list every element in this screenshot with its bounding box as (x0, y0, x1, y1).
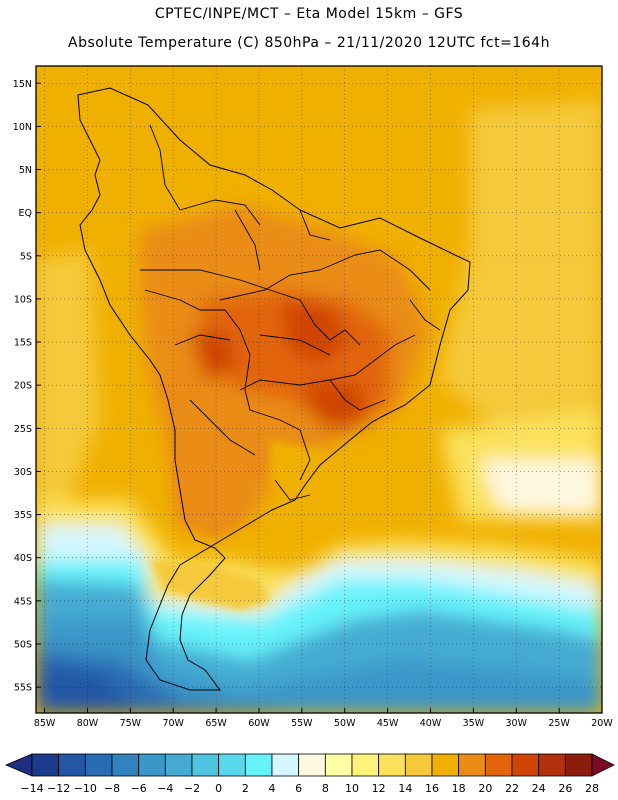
lat-tick-label: 10N (13, 122, 32, 133)
lon-tick-label: 20W (591, 718, 613, 729)
lat-tick-label: 40S (14, 553, 32, 564)
colorbar-label: 10 (345, 782, 359, 795)
colorbar-swatch (564, 753, 593, 777)
lon-tick-label: 30W (506, 718, 528, 729)
colorbar-label: 12 (371, 782, 386, 795)
colorbar (4, 753, 615, 777)
colorbar-label: 18 (451, 782, 466, 795)
lon-tick-label: 55W (291, 718, 313, 729)
lat-tick-label: 50S (14, 639, 32, 650)
colorbar-swatch (164, 753, 193, 777)
lon-tick-label: 25W (548, 718, 570, 729)
longitude-axis: 85W 80W 75W 70W 65W 60W 55W 50W 45W 40W 35W 30W 25W 2… (34, 708, 613, 729)
colorbar-swatch (484, 753, 513, 777)
colorbar-under-triangle (4, 753, 33, 777)
colorbar-label: 28 (585, 782, 599, 795)
lon-tick-label: 70W (162, 718, 184, 729)
title-line-1: CPTEC/INPE/MCT – Eta Model 15km – GFS (154, 6, 464, 22)
lon-tick-label: 50W (334, 718, 356, 729)
lon-tick-label: 60W (248, 718, 270, 729)
colorbar-swatch (458, 753, 486, 777)
colorbar-swatch (244, 753, 273, 777)
colorbar-label: 8 (321, 782, 329, 795)
lat-tick-label: 15N (13, 79, 32, 90)
colorbar-label: 24 (531, 782, 546, 795)
lat-tick-label: 45S (14, 596, 32, 607)
lon-tick-label: 65W (205, 718, 227, 729)
colorbar-label: −8 (103, 782, 121, 795)
colorbar-label: 22 (505, 782, 519, 795)
colorbar-swatch (31, 753, 60, 777)
colorbar-swatch (431, 753, 460, 777)
colorbar-label: −6 (130, 782, 147, 795)
colorbar-label: 16 (425, 782, 439, 795)
colorbar-swatch (324, 753, 353, 777)
lat-tick-label: EQ (19, 208, 32, 219)
lon-tick-label: 75W (120, 718, 142, 729)
colorbar-swatch (84, 753, 113, 777)
colorbar-label: −10 (73, 782, 97, 795)
colorbar-swatch (111, 753, 140, 777)
latitude-axis: 15N 10N 5N EQ 5S 10S 15S 20S 25S 30S 35S 40S 45S 50S 5… (13, 79, 41, 694)
colorbar-over-triangle (591, 753, 615, 777)
colorbar-label: 26 (558, 782, 573, 795)
colorbar-swatch (191, 753, 220, 777)
lat-tick-label: 15S (14, 338, 32, 349)
coastline (77, 87, 471, 691)
title-line-2: Absolute Temperature (C) 850hPa – 21/11/… (68, 35, 550, 51)
colorbar-swatch (271, 753, 300, 777)
colorbar-swatch (351, 753, 380, 777)
lat-tick-label: 55S (14, 683, 32, 694)
colorbar-swatch (378, 753, 406, 777)
colorbar-label: 0 (215, 782, 223, 795)
lat-tick-label: 25S (14, 424, 32, 435)
lat-tick-label: 20S (14, 381, 32, 392)
lat-tick-label: 5S (20, 251, 32, 262)
colorbar-label: −12 (47, 782, 71, 795)
temperature-field (36, 66, 602, 713)
colorbar-swatch (58, 753, 86, 777)
colorbar-label: 20 (478, 782, 493, 795)
map-frame (35, 65, 603, 714)
lon-tick-label: 35W (463, 718, 485, 729)
colorbar-swatch (298, 753, 326, 777)
lat-tick-label: 10S (14, 294, 32, 305)
colorbar-label: −2 (183, 782, 201, 795)
colorbar-label: −14 (20, 782, 44, 795)
colorbar-swatch (218, 753, 246, 777)
lon-tick-label: 45W (377, 718, 399, 729)
colorbar-swatch (538, 753, 566, 777)
colorbar-label: 6 (295, 782, 303, 795)
lat-tick-label: 30S (14, 467, 32, 478)
lon-tick-label: 80W (77, 718, 99, 729)
lon-tick-label: 85W (34, 718, 56, 729)
colorbar-swatch (404, 753, 433, 777)
lon-tick-label: 40W (420, 718, 442, 729)
lat-tick-label: 35S (14, 510, 32, 521)
colorbar-swatch (511, 753, 540, 777)
lat-tick-label: 5N (19, 165, 32, 176)
colorbar-swatch (138, 753, 166, 777)
colorbar-label: −4 (157, 782, 174, 795)
colorbar-label: 2 (241, 782, 249, 795)
colorbar-label: 14 (398, 782, 413, 795)
colorbar-label: 4 (268, 782, 276, 795)
